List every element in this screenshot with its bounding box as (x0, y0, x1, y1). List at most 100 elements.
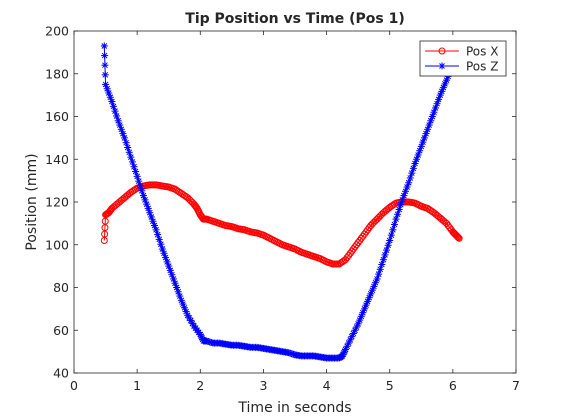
data-point-pos-z (128, 158, 136, 166)
series-pos-z (100, 42, 457, 362)
data-point-pos-z (378, 261, 386, 269)
data-point-pos-z (392, 215, 400, 223)
data-point-pos-z (101, 71, 109, 79)
data-point-pos-z (384, 241, 392, 249)
data-point-pos-z (101, 52, 109, 60)
marker-stroke (101, 52, 108, 59)
marker-stroke (184, 312, 191, 319)
marker-stroke (115, 117, 122, 124)
data-point-pos-x (107, 205, 115, 213)
marker-stroke (173, 284, 180, 291)
marker-stroke (388, 232, 395, 238)
y-tick-label: 180 (45, 66, 69, 81)
plot-area (74, 31, 516, 373)
data-point-pos-z (124, 143, 132, 151)
marker-stroke (140, 192, 147, 199)
data-point-pos-z (132, 168, 140, 176)
data-point-pos-x (454, 233, 462, 241)
data-point-pos-z (127, 153, 135, 161)
data-point-pos-z (114, 117, 122, 125)
marker-stroke (102, 62, 108, 69)
marker-stroke (167, 267, 174, 274)
data-point-pos-z (397, 201, 405, 209)
chart-title: Tip Position vs Time (Pos 1) (185, 11, 404, 27)
marker-stroke (164, 258, 170, 265)
marker-stroke (109, 98, 115, 105)
marker-stroke (131, 163, 137, 170)
data-point-pos-z (375, 270, 383, 278)
data-point-pos-x (453, 232, 461, 240)
x-tick-label: 7 (512, 378, 520, 393)
marker-stroke (176, 293, 183, 299)
x-tick-label: 2 (196, 378, 204, 393)
marker-stroke (120, 130, 126, 137)
marker-stroke (386, 237, 393, 244)
data-point-pos-z (381, 251, 389, 259)
data-point-pos-z (389, 226, 397, 234)
data-point-pos-z (420, 134, 428, 142)
data-point-pos-z (376, 265, 384, 273)
data-point-pos-z (101, 61, 109, 69)
data-point-pos-z (121, 134, 129, 142)
marker-stroke (162, 254, 169, 261)
marker-stroke (150, 218, 156, 225)
y-tick-label: 160 (45, 109, 69, 124)
data-point-pos-z (155, 235, 163, 243)
data-point-pos-z (138, 187, 146, 195)
marker-stroke (165, 263, 172, 269)
data-point-pos-z (386, 236, 394, 244)
data-point-pos-z (135, 177, 143, 185)
marker-stroke (101, 43, 108, 49)
marker-stroke (156, 236, 163, 243)
data-point-pos-z (122, 139, 130, 147)
data-point-pos-z (130, 163, 138, 171)
y-tick-label: 140 (45, 152, 69, 167)
x-tick-label: 3 (259, 378, 267, 393)
marker-stroke (146, 209, 153, 216)
y-axis-label: Position (mm) (24, 153, 40, 250)
data-point-pos-z (100, 42, 108, 50)
marker-stroke (118, 126, 125, 133)
marker-stroke (170, 276, 177, 282)
data-point-pos-z (154, 231, 162, 239)
data-point-pos-z (157, 240, 165, 248)
y-tick-label: 80 (53, 280, 69, 295)
data-point-pos-x (192, 202, 200, 210)
data-point-pos-z (373, 275, 381, 283)
y-tick-label: 60 (53, 323, 69, 338)
x-tick-label: 4 (323, 378, 331, 393)
marker-stroke (116, 122, 123, 128)
x-axis-label: Time in seconds (237, 400, 351, 416)
marker-stroke (134, 173, 140, 180)
marker-stroke (121, 135, 128, 141)
marker-stroke (390, 226, 396, 233)
x-tick-label: 1 (133, 378, 141, 393)
y-tick-label: 40 (53, 366, 69, 381)
marker-stroke (107, 94, 114, 101)
marker-stroke (172, 280, 178, 287)
marker-stroke (148, 214, 155, 220)
data-point-pos-z (152, 226, 160, 234)
data-point-pos-z (383, 246, 391, 254)
marker-stroke (391, 221, 398, 228)
data-point-pos-z (111, 107, 119, 115)
marker-stroke (159, 246, 166, 252)
marker-stroke (105, 90, 112, 96)
marker-stroke (112, 108, 118, 115)
marker-stroke (186, 315, 193, 321)
data-point-pos-z (395, 205, 403, 213)
marker-stroke (187, 317, 194, 324)
x-tick-label: 6 (449, 378, 457, 393)
x-tick-label: 5 (386, 378, 394, 393)
marker-stroke (126, 149, 133, 156)
data-point-pos-z (379, 256, 387, 264)
marker-stroke (135, 178, 142, 185)
data-point-pos-z (390, 220, 398, 228)
axes-layer: 0 1 2 3 4 5 6 7 40 60 80 100 120 140 160 180 200 (45, 24, 520, 394)
marker-stroke (124, 144, 131, 151)
marker-stroke (104, 85, 111, 92)
marker-stroke (143, 201, 150, 207)
legend-label: Pos Z (466, 60, 498, 74)
data-point-pos-z (406, 174, 414, 182)
data-point-pos-x (455, 234, 463, 242)
